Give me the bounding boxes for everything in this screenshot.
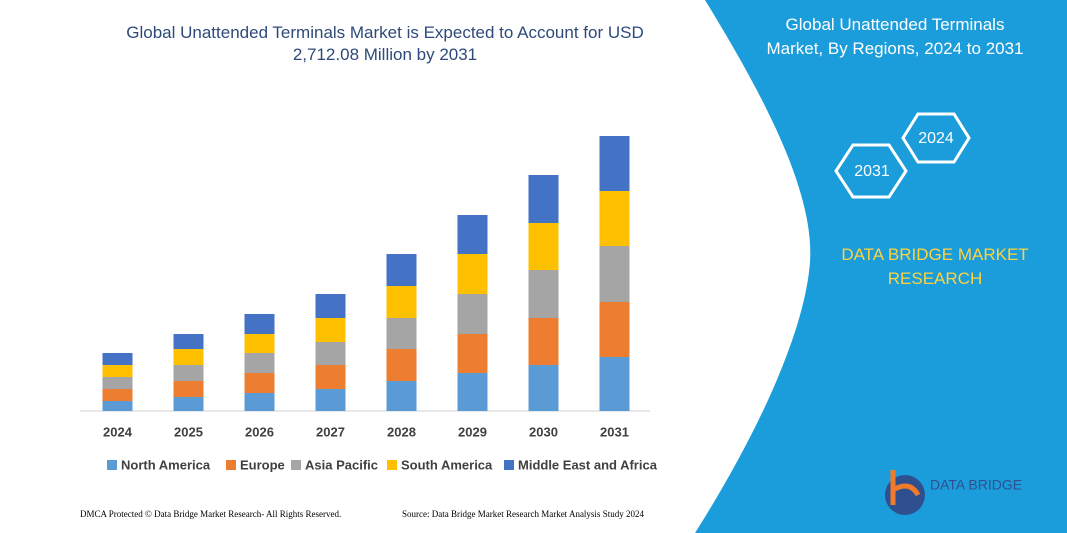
x-tick-label: 2029 bbox=[458, 424, 487, 439]
bar-segment bbox=[386, 254, 417, 286]
legend-swatch bbox=[504, 460, 514, 470]
bar-segment bbox=[244, 373, 275, 393]
bar-segment bbox=[457, 334, 488, 373]
bar-segment bbox=[315, 365, 346, 389]
bar-segment bbox=[315, 318, 346, 342]
bar-segment bbox=[173, 365, 204, 381]
bar-segment bbox=[528, 175, 559, 223]
bar-segment bbox=[457, 254, 488, 294]
logo-icon bbox=[890, 470, 921, 505]
side-panel bbox=[695, 0, 1067, 533]
bar-segment bbox=[173, 334, 204, 349]
bar-segment bbox=[457, 215, 488, 254]
x-tick-label: 2024 bbox=[103, 424, 133, 439]
bar-segment bbox=[599, 357, 630, 411]
legend-label: Asia Pacific bbox=[305, 457, 378, 472]
bar-segment bbox=[173, 397, 204, 411]
bar-segment bbox=[173, 381, 204, 397]
hexagon-label: 2031 bbox=[854, 163, 890, 180]
bar-segment bbox=[102, 389, 133, 401]
bar-segment bbox=[386, 349, 417, 381]
bar-segment bbox=[315, 389, 346, 411]
bar-segment bbox=[386, 318, 417, 349]
legend-swatch bbox=[291, 460, 301, 470]
bar-segment bbox=[244, 334, 275, 353]
bar-segment bbox=[457, 294, 488, 334]
legend-label: South America bbox=[401, 457, 493, 472]
legend-label: Europe bbox=[240, 457, 285, 472]
bar-segment bbox=[315, 342, 346, 365]
bar-segment bbox=[102, 365, 133, 377]
bar-segment bbox=[457, 373, 488, 411]
bar-segment bbox=[102, 377, 133, 389]
footer: Source: Data Bridge Market Research Mark… bbox=[402, 509, 644, 519]
bar-segment bbox=[244, 353, 275, 373]
bar-segment bbox=[528, 318, 559, 365]
legend-swatch bbox=[226, 460, 236, 470]
legend-label: North America bbox=[121, 457, 211, 472]
footer: DMCA Protected © Data Bridge Market Rese… bbox=[80, 509, 341, 519]
bar-segment bbox=[102, 353, 133, 365]
bar-segment bbox=[386, 286, 417, 318]
panel-title: Global Unattended Terminals Market, By R… bbox=[766, 15, 1024, 58]
bar-segment bbox=[315, 294, 346, 318]
x-tick-label: 2026 bbox=[245, 424, 274, 439]
bar-segment bbox=[244, 314, 275, 334]
bar-segment bbox=[599, 191, 630, 246]
bar-segment bbox=[599, 302, 630, 357]
x-tick-label: 2028 bbox=[387, 424, 416, 439]
hexagon-label: 2024 bbox=[918, 130, 954, 147]
legend-swatch bbox=[387, 460, 397, 470]
x-tick-label: 2027 bbox=[316, 424, 345, 439]
bar-segment bbox=[102, 401, 133, 411]
bar-segment bbox=[173, 349, 204, 365]
brand-line: DATA BRIDGE MARKET bbox=[841, 245, 1028, 264]
x-tick-label: 2030 bbox=[529, 424, 558, 439]
logo-text: DATA BRIDGE bbox=[930, 477, 1022, 493]
chart-title: Global Unattended Terminals Market is Ex… bbox=[126, 23, 644, 64]
bar-segment bbox=[528, 365, 559, 411]
hexagon bbox=[901, 112, 971, 164]
bar-segment bbox=[599, 246, 630, 302]
bar-segment bbox=[528, 223, 559, 270]
bar-segment bbox=[386, 381, 417, 411]
bar-segment bbox=[599, 136, 630, 191]
hexagon bbox=[834, 143, 908, 199]
bar-segment bbox=[528, 270, 559, 318]
bar-segment bbox=[244, 393, 275, 411]
x-tick-label: 2025 bbox=[174, 424, 203, 439]
brand: DATA BRIDGE MARKET RESEARCH bbox=[841, 245, 1028, 288]
x-tick-label: 2031 bbox=[600, 424, 629, 439]
brand-line: RESEARCH bbox=[888, 269, 982, 288]
legend-swatch bbox=[107, 460, 117, 470]
legend-label: Middle East and Africa bbox=[518, 457, 658, 472]
